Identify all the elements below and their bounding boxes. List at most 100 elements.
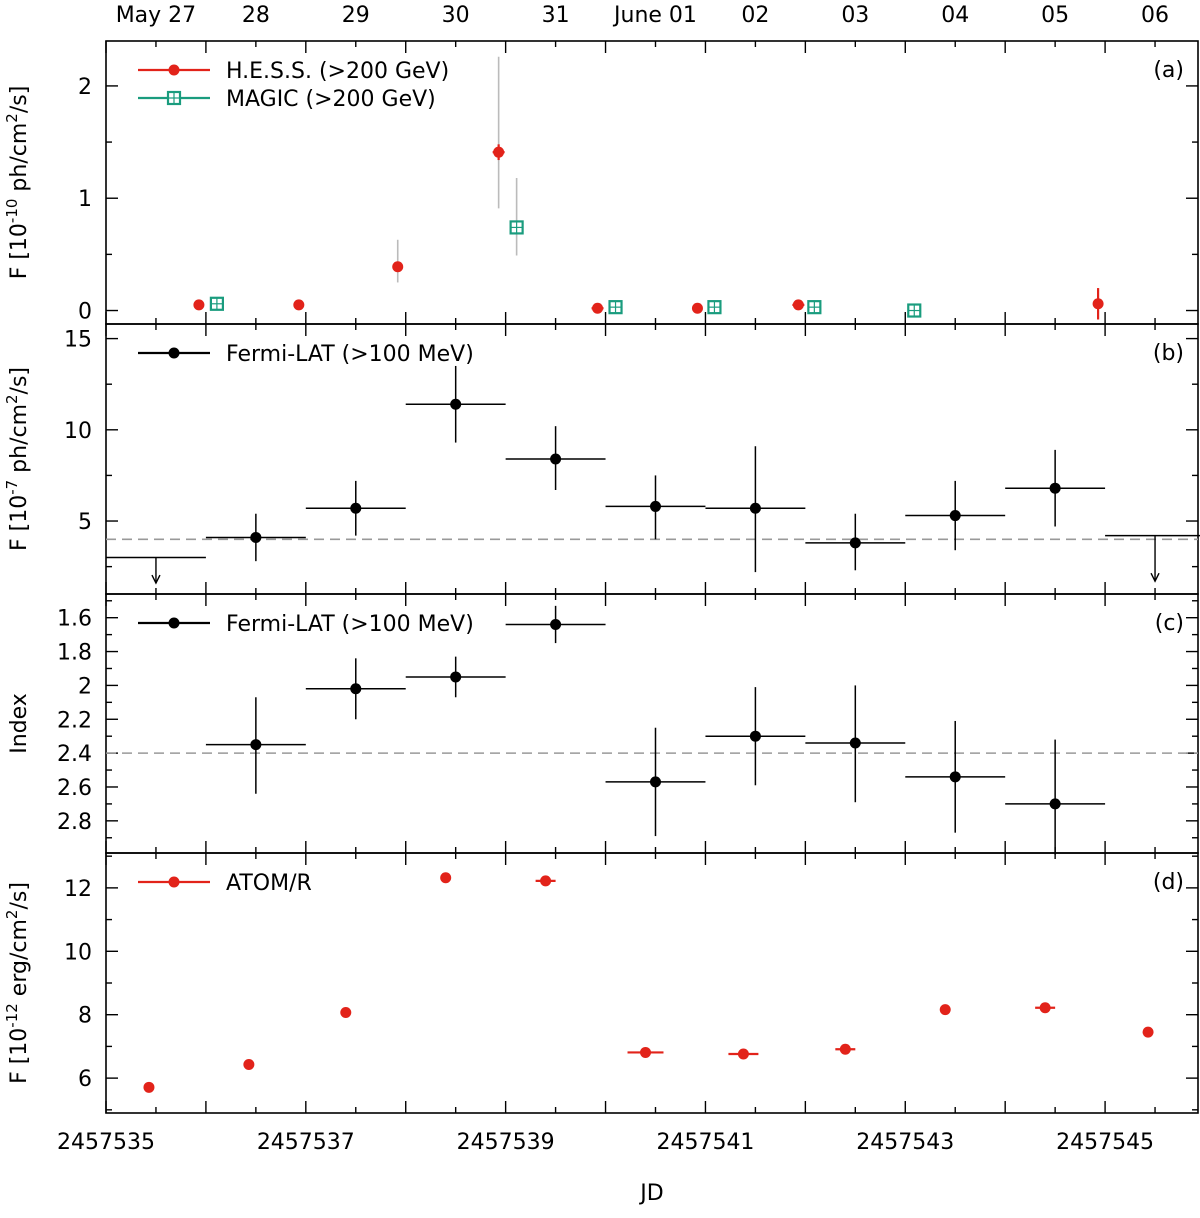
x-tick-label: 2457537 xyxy=(257,1130,355,1155)
legend-label: H.E.S.S. (>200 GeV) xyxy=(226,59,449,84)
y-tick-label: 1.8 xyxy=(57,641,92,666)
y-tick-label: 0 xyxy=(78,300,92,325)
y-axis-title: Index xyxy=(7,693,32,754)
upper-limit-arrowhead xyxy=(1150,572,1160,583)
panel-tag: (c) xyxy=(1155,611,1184,636)
data-point xyxy=(350,502,362,514)
y-tick-label: 2 xyxy=(78,75,92,100)
data-point xyxy=(649,776,661,788)
data-point xyxy=(550,618,562,630)
data-point xyxy=(691,302,703,314)
upper-limit-arrowhead xyxy=(151,574,161,585)
top-date-label: 03 xyxy=(841,3,869,28)
data-point xyxy=(737,1048,749,1060)
top-date-label: 31 xyxy=(542,3,570,28)
data-point xyxy=(550,453,562,465)
y-axis-title-part: -7 xyxy=(3,480,21,495)
legend-marker xyxy=(168,64,180,76)
top-date-label: May 27 xyxy=(116,3,196,28)
data-point xyxy=(939,1004,951,1016)
panels-layer xyxy=(105,40,1199,1114)
data-point xyxy=(592,302,604,314)
legend-label: ATOM/R xyxy=(226,871,312,896)
y-axis-title-part: /s] xyxy=(7,86,32,113)
y-tick-label: 8 xyxy=(78,1004,92,1029)
data-point xyxy=(250,531,262,543)
y-tick-label: 2.2 xyxy=(57,708,92,733)
y-axis-title-part: 2 xyxy=(3,394,21,404)
top-date-label: 05 xyxy=(1041,3,1069,28)
data-point xyxy=(340,1006,352,1018)
data-point xyxy=(1092,298,1104,310)
y-axis-title-part: -10 xyxy=(3,199,21,224)
data-point xyxy=(250,739,262,751)
top-date-label: 06 xyxy=(1141,3,1169,28)
top-date-label: 29 xyxy=(342,3,370,28)
panel-tag: (b) xyxy=(1153,341,1184,366)
top-date-label: 28 xyxy=(242,3,270,28)
y-tick-label: 2.8 xyxy=(57,810,92,835)
y-axis-title-part: ph/cm xyxy=(7,404,32,480)
data-point xyxy=(1039,1002,1051,1014)
data-point xyxy=(749,502,761,514)
y-tick-label: 10 xyxy=(64,940,92,965)
data-point xyxy=(949,771,961,783)
top-date-label: 02 xyxy=(741,3,769,28)
y-axis-title-part: ph/cm xyxy=(7,123,32,199)
data-point xyxy=(293,299,305,311)
data-point xyxy=(450,671,462,683)
top-date-label: June 01 xyxy=(612,3,697,28)
y-tick-label: 15 xyxy=(64,328,92,353)
y-tick-label: 2.4 xyxy=(57,742,92,767)
top-date-label: 04 xyxy=(941,3,969,28)
y-tick-label: 1 xyxy=(78,187,92,212)
y-axis-title-part: 2 xyxy=(3,113,21,123)
y-tick-label: 6 xyxy=(78,1067,92,1092)
data-point xyxy=(540,875,552,887)
x-axis-title: JD xyxy=(638,1181,663,1206)
y-tick-label: 12 xyxy=(64,877,92,902)
y-axis-title-part: F [10 xyxy=(7,495,32,551)
data-point xyxy=(640,1046,652,1058)
legend-marker xyxy=(168,876,180,888)
data-point xyxy=(749,730,761,742)
y-axis-title: F [10-12 erg/cm2/s] xyxy=(3,882,32,1084)
data-point xyxy=(243,1058,255,1070)
y-axis-title-part: /s] xyxy=(7,367,32,394)
data-point xyxy=(1049,482,1061,494)
data-point xyxy=(849,737,861,749)
y-tick-label: 10 xyxy=(64,419,92,444)
data-point xyxy=(1049,798,1061,810)
data-point xyxy=(450,398,462,410)
x-tick-label: 2457535 xyxy=(57,1130,155,1155)
y-axis-title-part: F [10 xyxy=(7,1028,32,1084)
x-tick-label: 2457545 xyxy=(1056,1130,1154,1155)
data-point xyxy=(949,510,961,522)
panel-tag: (a) xyxy=(1153,58,1184,83)
y-tick-label: 2 xyxy=(78,674,92,699)
y-axis-title-part: /s] xyxy=(7,882,32,909)
legend-label: Fermi-LAT (>100 MeV) xyxy=(226,342,474,367)
data-point xyxy=(1142,1026,1154,1038)
data-point xyxy=(839,1043,851,1055)
data-point xyxy=(792,299,804,311)
legend-marker xyxy=(168,347,180,359)
top-date-label: 30 xyxy=(442,3,470,28)
legend-label: MAGIC (>200 GeV) xyxy=(226,87,436,112)
data-point xyxy=(350,683,362,695)
y-axis-title-part: erg/cm xyxy=(7,919,32,1003)
y-axis-title: F [10-10 ph/cm2/s] xyxy=(3,86,32,280)
x-tick-label: 2457539 xyxy=(457,1130,555,1155)
y-axis-title-part: -12 xyxy=(3,1003,21,1028)
data-point xyxy=(849,537,861,549)
x-tick-label: 2457541 xyxy=(656,1130,754,1155)
data-point xyxy=(649,500,661,512)
text-layer: JD 012(a)F [10-10 ph/cm2/s]H.E.S.S. (>20… xyxy=(3,3,1184,1206)
y-axis-title-part: F [10 xyxy=(7,223,32,279)
data-point xyxy=(440,872,452,884)
data-point xyxy=(193,299,205,311)
y-tick-label: 5 xyxy=(78,510,92,535)
x-tick-label: 2457543 xyxy=(856,1130,954,1155)
